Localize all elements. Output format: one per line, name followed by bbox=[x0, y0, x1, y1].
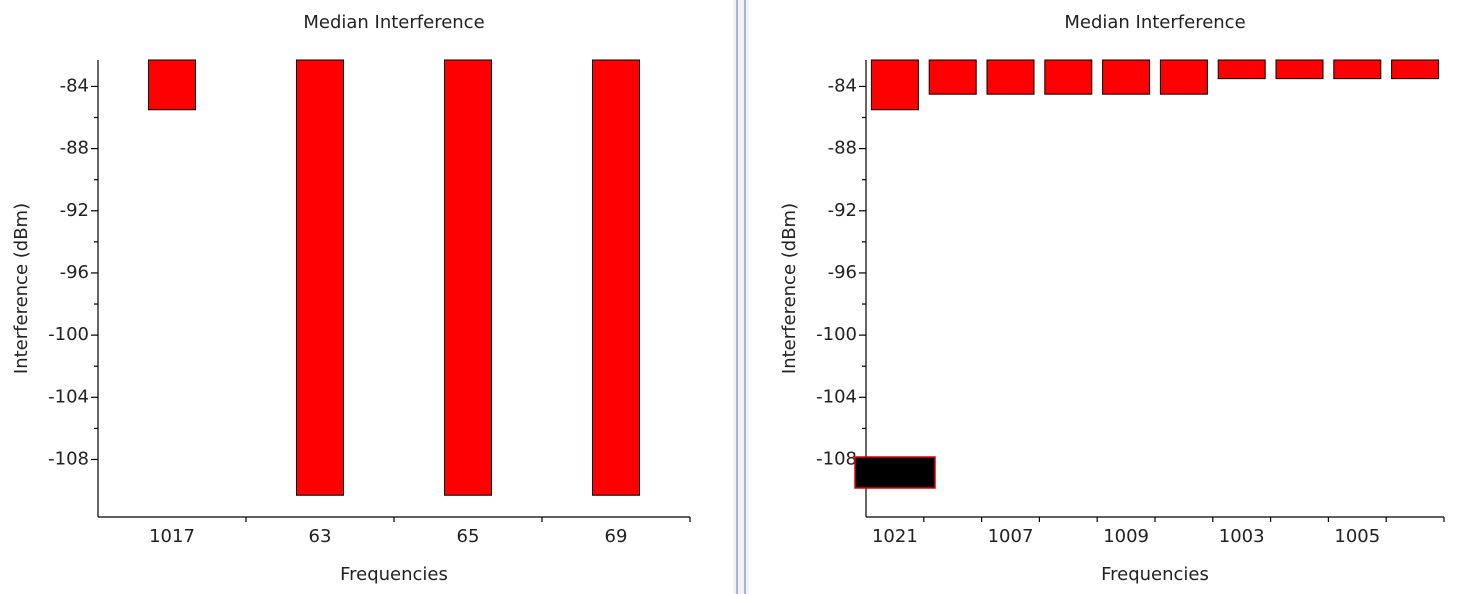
y-tick-label: -96 bbox=[828, 262, 857, 283]
y-tick-label: -100 bbox=[48, 324, 89, 345]
y-tick-label: -88 bbox=[828, 138, 857, 159]
bar bbox=[444, 59, 492, 496]
bar bbox=[1044, 59, 1093, 95]
y-tick-label: -100 bbox=[816, 324, 857, 345]
tooltip-box bbox=[854, 456, 936, 489]
x-tick-label: 69 bbox=[605, 526, 628, 547]
chart-title: Median Interference bbox=[1064, 12, 1245, 33]
bar bbox=[870, 59, 919, 111]
y-tick-label: -104 bbox=[816, 386, 857, 407]
y-tick-label: -92 bbox=[828, 200, 857, 221]
y-tick-label: -104 bbox=[48, 386, 89, 407]
bar bbox=[1275, 59, 1324, 80]
x-tick-label: 63 bbox=[309, 526, 332, 547]
y-axis-label: Interference (dBm) bbox=[11, 203, 32, 374]
x-tick-label: 1007 bbox=[988, 526, 1034, 547]
x-tick-label: 1009 bbox=[1103, 526, 1149, 547]
bar bbox=[592, 59, 640, 496]
bar bbox=[1217, 59, 1266, 80]
bar bbox=[1159, 59, 1208, 95]
y-tick-label: -84 bbox=[60, 75, 89, 96]
x-tick-label: 65 bbox=[457, 526, 480, 547]
bar bbox=[1102, 59, 1151, 95]
y-tick-label: -92 bbox=[60, 200, 89, 221]
bar bbox=[1391, 59, 1440, 80]
x-axis-label: Frequencies bbox=[1101, 564, 1209, 585]
chart: Median Interference Frequencies Interferen… bbox=[779, 12, 1445, 585]
x-tick-label: 1005 bbox=[1334, 526, 1380, 547]
x-tick-label: 1017 bbox=[149, 526, 195, 547]
bar bbox=[148, 59, 196, 111]
tooltip bbox=[854, 456, 936, 489]
y-tick-label: -108 bbox=[816, 448, 857, 469]
bar bbox=[986, 59, 1035, 95]
y-tick-label: -84 bbox=[828, 75, 857, 96]
y-tick-label: -88 bbox=[60, 138, 89, 159]
x-tick-label: 1003 bbox=[1219, 526, 1265, 547]
x-axis-label: Frequencies bbox=[340, 564, 448, 585]
bar bbox=[928, 59, 977, 95]
bar bbox=[296, 59, 344, 496]
splitter[interactable] bbox=[733, 0, 749, 594]
y-tick-label: -108 bbox=[48, 448, 89, 469]
bar bbox=[1333, 59, 1382, 80]
x-tick-label: 1021 bbox=[872, 526, 918, 547]
chart-title: Median Interference bbox=[303, 12, 484, 33]
charts: Median Interference Frequencies Interferen… bbox=[11, 12, 1445, 585]
chart: Median Interference Frequencies Interferen… bbox=[11, 12, 691, 585]
y-axis-label: Interference (dBm) bbox=[779, 203, 800, 374]
splitter-bg bbox=[733, 0, 749, 594]
y-tick-label: -96 bbox=[60, 262, 89, 283]
